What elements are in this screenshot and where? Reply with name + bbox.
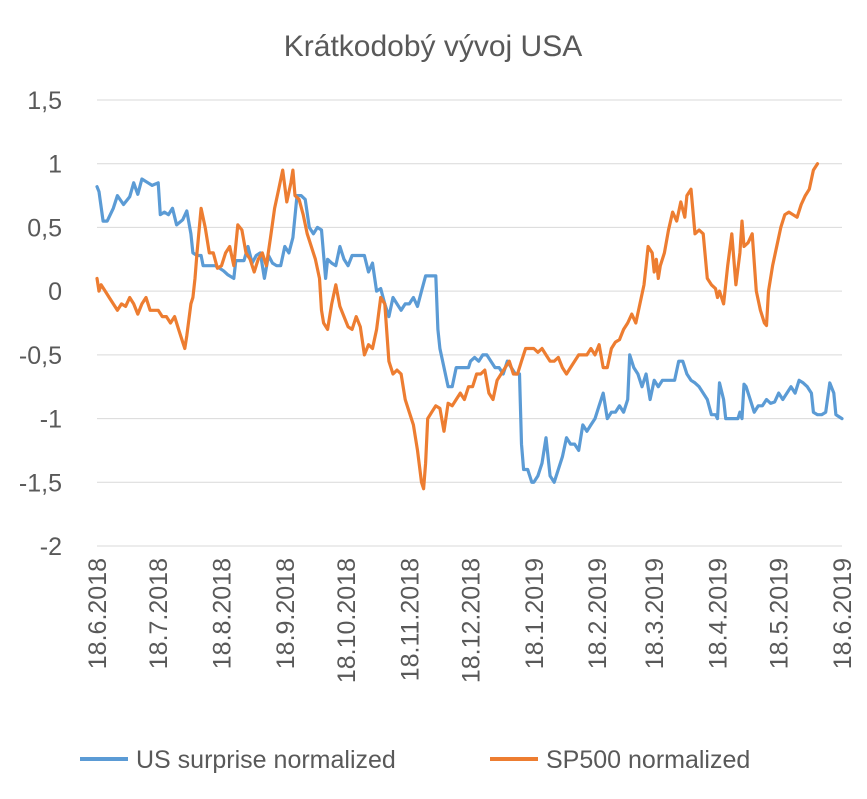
series-lines <box>95 162 844 491</box>
y-tick-label: 1,5 <box>27 87 62 115</box>
x-tick-label: 18.10.2018 <box>333 558 361 683</box>
x-tick-label: 18.4.2019 <box>704 558 732 669</box>
legend: US surprise normalized SP500 normalized <box>80 746 750 774</box>
legend-label-us-surprise: US surprise normalized <box>136 746 396 774</box>
y-tick-label: -0,5 <box>19 342 62 370</box>
y-tick-label: -1 <box>40 406 62 434</box>
grid <box>97 99 842 547</box>
series-line-sp500 <box>95 162 820 491</box>
x-tick-label: 18.2.2019 <box>584 558 612 669</box>
x-tick-label: 18.1.2019 <box>521 558 549 669</box>
series-line-us-surprise <box>95 177 844 484</box>
y-tick-label: -1,5 <box>19 469 62 497</box>
y-axis-ticks: 1,5 1 0,5 0 -0,5 -1 -1,5 -2 <box>19 87 62 561</box>
x-tick-label: 18.11.2018 <box>396 558 424 681</box>
y-tick-label: 0,5 <box>27 214 62 242</box>
x-tick-label: 18.6.2018 <box>84 558 112 669</box>
x-tick-label: 18.12.2018 <box>458 558 486 683</box>
x-tick-label: 18.3.2019 <box>641 558 669 669</box>
x-tick-label: 18.7.2018 <box>145 558 173 669</box>
y-tick-label: 0 <box>48 278 62 306</box>
x-tick-label: 18.8.2018 <box>209 558 237 669</box>
x-tick-label: 18.6.2019 <box>829 558 857 669</box>
x-tick-label: 18.5.2019 <box>766 558 794 669</box>
legend-label-sp500: SP500 normalized <box>546 746 750 774</box>
y-tick-label: -2 <box>40 533 62 561</box>
x-tick-label: 18.9.2018 <box>272 558 300 669</box>
x-axis-ticks: 18.6.2018 18.7.2018 18.8.2018 18.9.2018 18.1… <box>84 558 857 683</box>
chart-title: Krátkodobý vývoj USA <box>284 30 582 63</box>
y-tick-label: 1 <box>48 151 62 179</box>
